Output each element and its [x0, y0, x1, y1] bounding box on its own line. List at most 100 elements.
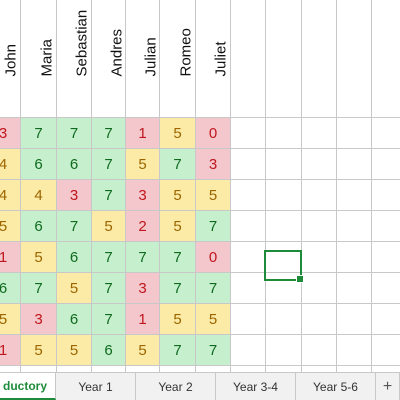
grade-cell[interactable]: 5: [57, 335, 92, 366]
empty-cell[interactable]: [266, 211, 302, 242]
grade-cell[interactable]: 7: [21, 273, 57, 304]
grade-cell[interactable]: 7: [92, 273, 126, 304]
grade-cell[interactable]: 5: [160, 118, 196, 149]
empty-cell[interactable]: [231, 273, 266, 304]
grade-cell[interactable]: 7: [160, 242, 196, 273]
empty-cell[interactable]: [337, 211, 372, 242]
empty-cell[interactable]: [372, 335, 400, 366]
empty-cell[interactable]: [337, 149, 372, 180]
empty-cell[interactable]: [0, 366, 21, 372]
empty-header-cell[interactable]: [266, 0, 302, 118]
empty-cell[interactable]: [302, 335, 337, 366]
empty-cell[interactable]: [57, 366, 92, 372]
grade-cell[interactable]: 3: [126, 273, 160, 304]
grade-cell[interactable]: 5: [160, 211, 196, 242]
grade-cell[interactable]: 7: [196, 273, 231, 304]
empty-header-cell[interactable]: [231, 0, 266, 118]
grade-cell[interactable]: 7: [196, 211, 231, 242]
empty-cell[interactable]: [302, 180, 337, 211]
empty-cell[interactable]: [337, 335, 372, 366]
empty-cell[interactable]: [337, 273, 372, 304]
grade-cell[interactable]: 5: [160, 180, 196, 211]
grade-cell[interactable]: 1: [0, 335, 21, 366]
grade-cell[interactable]: 3: [57, 180, 92, 211]
grade-cell[interactable]: 4: [0, 149, 21, 180]
empty-cell[interactable]: [231, 211, 266, 242]
empty-header-cell[interactable]: [372, 0, 400, 118]
sheet-tab-year-1[interactable]: Year 1: [56, 373, 136, 400]
empty-cell[interactable]: [266, 273, 302, 304]
grade-cell[interactable]: 5: [160, 304, 196, 335]
sheet-tab-year-5-6[interactable]: Year 5-6: [296, 373, 376, 400]
grade-cell[interactable]: 7: [92, 304, 126, 335]
grade-cell[interactable]: 7: [160, 149, 196, 180]
grade-cell[interactable]: 1: [126, 304, 160, 335]
empty-cell[interactable]: [92, 366, 126, 372]
grade-cell[interactable]: 7: [57, 211, 92, 242]
empty-cell[interactable]: [302, 366, 337, 372]
empty-cell[interactable]: [231, 180, 266, 211]
grade-cell[interactable]: 7: [196, 335, 231, 366]
grade-cell[interactable]: 7: [160, 335, 196, 366]
empty-header-cell[interactable]: [337, 0, 372, 118]
grade-cell[interactable]: 5: [126, 149, 160, 180]
empty-cell[interactable]: [372, 149, 400, 180]
grade-cell[interactable]: 6: [21, 211, 57, 242]
empty-cell[interactable]: [302, 304, 337, 335]
grade-cell[interactable]: 7: [126, 242, 160, 273]
grade-cell[interactable]: 1: [126, 118, 160, 149]
empty-cell[interactable]: [231, 242, 266, 273]
empty-cell[interactable]: [337, 242, 372, 273]
grade-cell[interactable]: 6: [57, 149, 92, 180]
grade-cell[interactable]: 5: [196, 180, 231, 211]
empty-cell[interactable]: [372, 211, 400, 242]
empty-cell[interactable]: [160, 366, 196, 372]
empty-cell[interactable]: [266, 180, 302, 211]
grade-cell[interactable]: 5: [196, 304, 231, 335]
empty-cell[interactable]: [266, 149, 302, 180]
grade-cell[interactable]: 5: [57, 273, 92, 304]
empty-cell[interactable]: [196, 366, 231, 372]
grade-cell[interactable]: 6: [92, 335, 126, 366]
grade-cell[interactable]: 4: [21, 180, 57, 211]
empty-cell[interactable]: [266, 304, 302, 335]
student-header-sebastian[interactable]: Sebastian: [57, 0, 92, 118]
empty-cell[interactable]: [231, 149, 266, 180]
grade-cell[interactable]: 1: [0, 242, 21, 273]
grade-cell[interactable]: 0: [196, 118, 231, 149]
grade-cell[interactable]: 6: [57, 242, 92, 273]
empty-cell[interactable]: [21, 366, 57, 372]
grade-cell[interactable]: 3: [196, 149, 231, 180]
add-sheet-icon[interactable]: +: [376, 373, 400, 400]
grade-cell[interactable]: 7: [57, 118, 92, 149]
grade-cell[interactable]: 6: [0, 273, 21, 304]
empty-cell[interactable]: [231, 304, 266, 335]
grade-cell[interactable]: 7: [92, 118, 126, 149]
grade-cell[interactable]: 5: [126, 335, 160, 366]
empty-cell[interactable]: [337, 366, 372, 372]
grade-cell[interactable]: 7: [92, 180, 126, 211]
grade-cell[interactable]: 6: [57, 304, 92, 335]
grade-cell[interactable]: 7: [21, 118, 57, 149]
grade-cell[interactable]: 7: [92, 242, 126, 273]
student-header-romeo[interactable]: Romeo: [160, 0, 196, 118]
empty-cell[interactable]: [372, 242, 400, 273]
grade-cell[interactable]: 5: [0, 211, 21, 242]
grade-cell[interactable]: 4: [0, 180, 21, 211]
empty-cell[interactable]: [302, 118, 337, 149]
empty-cell[interactable]: [266, 242, 302, 273]
empty-cell[interactable]: [372, 180, 400, 211]
empty-cell[interactable]: [231, 118, 266, 149]
grade-cell[interactable]: 3: [0, 118, 21, 149]
empty-cell[interactable]: [372, 273, 400, 304]
empty-cell[interactable]: [337, 304, 372, 335]
empty-cell[interactable]: [372, 118, 400, 149]
empty-cell[interactable]: [302, 211, 337, 242]
grade-cell[interactable]: 7: [92, 149, 126, 180]
empty-cell[interactable]: [266, 366, 302, 372]
grade-cell[interactable]: 5: [21, 335, 57, 366]
spreadsheet-grid[interactable]: John Maria Sebastian Andres Julian Romeo Julie…: [0, 0, 400, 372]
empty-cell[interactable]: [372, 304, 400, 335]
grade-cell[interactable]: 7: [160, 273, 196, 304]
student-header-andres[interactable]: Andres: [92, 0, 126, 118]
